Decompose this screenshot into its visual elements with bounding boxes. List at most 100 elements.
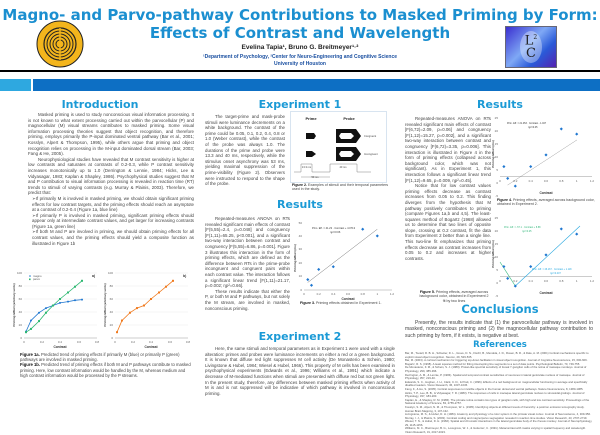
figure-3-chart: 50 40 30 20 10 0 0 0.2 0.4 0.6 0.8 1 1.2 Contrast P… (292, 218, 396, 303)
figure-1a-caption: Figure 1a. Predicted trend of priming ef… (20, 352, 180, 363)
reference-item: Fang, F., & He, S. (2005). Cortical resp… (405, 386, 584, 391)
svg-text:53 ms: 53 ms (311, 175, 319, 179)
logo-right: L2 C (505, 26, 557, 68)
reference-item: De Monasterio, F. M., & Schein, S. J. (1… (405, 365, 587, 373)
poster-title-line2: Effects of Contrast and Wavelength (149, 24, 451, 42)
conclusions-heading: Conclusions (461, 302, 539, 316)
svg-text:1: 1 (576, 179, 578, 183)
svg-text:0: 0 (303, 292, 305, 296)
svg-text:0.8: 0.8 (361, 292, 366, 296)
experiment-1-heading: Experiment 1 (258, 98, 342, 111)
svg-text:0.2: 0.2 (513, 179, 518, 183)
svg-text:0.6: 0.6 (346, 292, 351, 296)
svg-text:0.4: 0.4 (529, 179, 534, 183)
svg-text:Congruent: Congruent (364, 134, 376, 138)
svg-text:60: 60 (110, 297, 114, 301)
experiment-1-paragraph: The target-prime and mask-probe stimuli … (205, 114, 285, 187)
results-1-body: Repeated-measures ANOVA on RTs revealed … (205, 216, 290, 311)
svg-text:ηp²=0.45: ηp²=0.45 (528, 126, 538, 129)
svg-text:1.2: 1.2 (590, 279, 595, 283)
reference-item: Bar, M. (2003). A cortical mechanism for… (405, 358, 588, 363)
figure-1b-chart: 100 80 60 40 20 0 0 0.2 0.4 0.6 0.8 Contrast Prim… (103, 265, 193, 350)
svg-text:0.8: 0.8 (95, 340, 100, 344)
figure-2-caption: Figure 2. Examples of stimuli and their … (292, 183, 389, 192)
figure-1a-chart: 100 80 60 40 20 0 0 0.2 0.4 0.6 0.8 Contrast Prim… (12, 265, 102, 350)
reference-item: Bogartz, R. S. (1968). A least squares m… (405, 361, 581, 366)
svg-text:40: 40 (19, 310, 23, 314)
figure-4-chart: 25 20 15 10 5 0 -5 0 0.2 0.4 0.6 0.8 1 1.2 Contrast … (491, 114, 598, 198)
authors: Evelina Tapia¹, Bruno G. Breitmeyer¹·² (241, 44, 359, 51)
logo-left (36, 20, 84, 68)
reference-item: Murray, I. J., & Plainis, S. (2003). Con… (405, 415, 588, 420)
conclusions-paragraph: Presently, the results indicate that (1)… (405, 320, 593, 339)
svg-text:0.6: 0.6 (168, 340, 173, 344)
svg-text:magno: magno (33, 274, 42, 278)
svg-text:40: 40 (110, 310, 114, 314)
intro-paragraph-1: Masked priming is used to study nonconsc… (28, 112, 194, 157)
svg-text:20: 20 (495, 129, 499, 133)
svg-text:25: 25 (495, 116, 499, 120)
svg-text:0.2: 0.2 (131, 340, 136, 344)
references-heading: References (473, 340, 527, 350)
svg-text:1: 1 (576, 279, 578, 283)
experiment-2-heading: Experiment 2 (258, 330, 342, 343)
svg-text:ηp²=0.66: ηp²=0.66 (330, 230, 341, 234)
svg-text:1: 1 (376, 292, 378, 296)
svg-text:0: 0 (499, 279, 501, 283)
svg-text:0: 0 (20, 336, 22, 340)
svg-text:parvo: parvo (33, 277, 40, 281)
svg-text:Contrast: Contrast (539, 291, 553, 295)
intro-body: Masked priming is used to study nonconsc… (28, 112, 194, 246)
svg-text:80: 80 (19, 284, 23, 288)
figure-5-chart: 25 20 15 10 5 0 -5 0 0.2 0.4 0.6 0.8 1 1.2 Contrast … (491, 214, 598, 298)
svg-text:0.6: 0.6 (544, 179, 549, 183)
affiliation-departments: ¹Department of Psychology, ²Center for N… (202, 54, 398, 60)
svg-text:0: 0 (496, 281, 498, 285)
svg-text:Contrast: Contrast (341, 297, 355, 301)
svg-text:Incongruent: Incongruent (364, 152, 378, 156)
reference-item: Livingstone, M. S., & Hubel, D. H. (1984… (405, 412, 591, 417)
svg-text:Prim. Eff. = 21.453 · Contrast: Prim. Eff. = 21.453 · Contrast - 1.047 (507, 122, 547, 125)
svg-text:20: 20 (19, 323, 23, 327)
svg-text:100: 100 (108, 271, 113, 275)
figure-1-caption: Figure 1a. Predicted trend of priming ef… (20, 352, 192, 378)
svg-text:0.6: 0.6 (77, 340, 82, 344)
svg-text:13.3 ms: 13.3 ms (302, 165, 312, 169)
svg-text:Prim. Eff. = 46.167 · Contrast: Prim. Eff. = 46.167 · Contrast + 1.118 (532, 268, 572, 271)
reference-item: Kaplan, E., & Shapley, R. M. (1986). The… (405, 397, 590, 406)
svg-text:0.8: 0.8 (559, 279, 564, 283)
svg-text:60: 60 (19, 297, 23, 301)
svg-text:40 ms: 40 ms (339, 165, 347, 169)
svg-text:0.4: 0.4 (58, 340, 63, 344)
svg-text:-5: -5 (495, 294, 498, 298)
svg-text:Contrast: Contrast (53, 345, 67, 349)
svg-text:0.8: 0.8 (186, 340, 191, 344)
svg-text:25: 25 (495, 216, 499, 220)
svg-text:Priming Effect (arbitrary unit: Priming Effect (arbitrary units) (103, 283, 107, 326)
svg-text:0: 0 (499, 179, 501, 183)
svg-text:Probe: Probe (343, 116, 355, 121)
affiliation: ¹Department of Psychology, ²Center for N… (0, 54, 600, 68)
svg-text:0.2: 0.2 (513, 279, 518, 283)
lt2c-logo-icon: L2 C (520, 31, 542, 63)
reference-item: Edwards, S. C., Hogben, J. H., Clark, C.… (405, 379, 588, 388)
results-2-heading: Results (477, 98, 523, 111)
svg-text:0: 0 (300, 288, 302, 292)
svg-text:0: 0 (496, 181, 498, 185)
header-divider (0, 70, 600, 72)
figure-3-caption: Figure 3. Priming effects obtained in Ex… (300, 301, 382, 305)
reference-item: Bar, M., Tootell, R. B. H., Schacter, D.… (405, 351, 589, 359)
results-1-paragraph-2: These results indicate that either the P… (205, 288, 290, 311)
results-2-paragraph-2: Notice that for low contrast values prim… (405, 183, 491, 261)
reference-item: Wiesel, T. N., & Hubel, D. H. (1966). Sp… (405, 419, 593, 427)
svg-text:20: 20 (299, 261, 303, 265)
results-2-body: Repeated-measures ANOVA on RTs revealed … (405, 116, 491, 261)
results-1-paragraph-1: Repeated-measures ANOVA on RTs revealed … (205, 216, 290, 289)
svg-text:0.6: 0.6 (544, 279, 549, 283)
intro-bullet-2: ➢If primarily P is involved in masked pr… (32, 212, 194, 229)
svg-text:Prime: Prime (305, 116, 317, 121)
svg-text:10: 10 (495, 255, 499, 259)
svg-text:20: 20 (110, 323, 114, 327)
svg-text:Contrast: Contrast (539, 191, 553, 195)
references-list: Bar, M., Tootell, R. B. H., Schacter, D.… (405, 351, 593, 435)
